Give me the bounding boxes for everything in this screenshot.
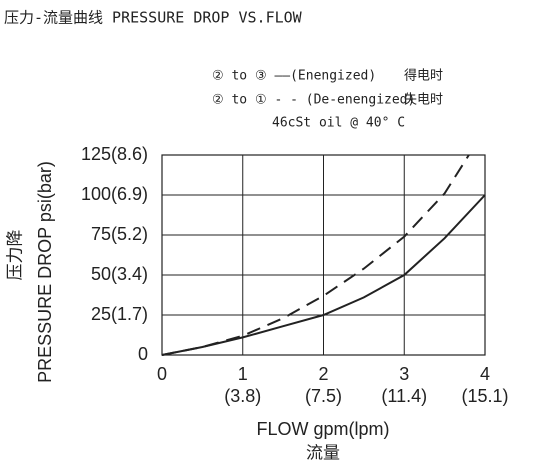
x-tick-label: 3 (399, 364, 409, 384)
note: 46cSt oil @ 40° C (272, 116, 405, 131)
legend-entry: ② to ① - - (De-enengized) (212, 93, 415, 108)
y-axis-title: PRESSURE DROP psi(bar) (35, 161, 55, 383)
y-axis-title-cn: 压力降 (5, 230, 24, 281)
legend-entry: ② to ③ ——(Enengized) (212, 69, 376, 84)
x-tick-label-lpm: (3.8) (224, 386, 261, 406)
x-tick-label: 1 (238, 364, 248, 384)
y-tick-label: 100(6.9) (81, 184, 148, 204)
x-axis-title-cn: 流量 (306, 443, 340, 462)
y-tick-label: 50(3.4) (91, 264, 148, 284)
x-axis-title: FLOW gpm(lpm) (256, 419, 389, 439)
x-tick-label-lpm: (15.1) (461, 386, 508, 406)
legend-entry-cn: 得电时 (404, 68, 443, 84)
chart-title: 压力-流量曲线 PRESSURE DROP VS.FLOW (4, 9, 303, 27)
x-tick-label: 4 (480, 364, 490, 384)
x-tick-label-lpm: (7.5) (305, 386, 342, 406)
x-tick-label: 0 (157, 364, 167, 384)
y-tick-label: 125(8.6) (81, 144, 148, 164)
y-tick-label: 0 (138, 344, 148, 364)
y-tick-label: 75(5.2) (91, 224, 148, 244)
series-line (161, 154, 470, 356)
y-tick-label: 25(1.7) (91, 304, 148, 324)
x-tick-label-lpm: (11.4) (381, 386, 427, 406)
legend-entry-cn: 失电时 (404, 93, 443, 108)
x-tick-label: 2 (318, 364, 328, 384)
